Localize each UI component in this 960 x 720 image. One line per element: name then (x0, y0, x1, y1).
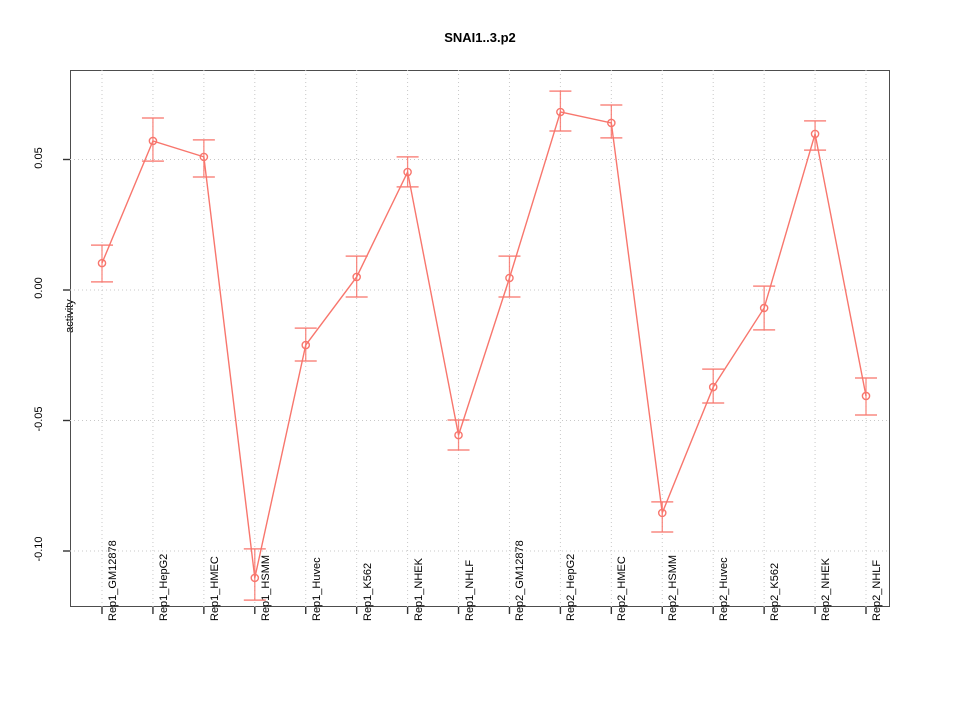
x-tick-label: Rep1_GM12878 (107, 540, 119, 621)
x-tick-label: Rep1_HMEC (208, 556, 221, 621)
y-tick-label: 0.00 (33, 277, 45, 299)
y-tick-label: -0.10 (33, 536, 45, 562)
x-tick-label: Rep2_K562 (769, 562, 782, 621)
x-tick-label: Rep1_NHLF (463, 559, 476, 621)
x-tick-label: Rep2_HMEC (616, 556, 629, 621)
x-tick-label: Rep2_NHLF (871, 559, 883, 621)
chart-title: SNAI1..3.p2 (444, 30, 516, 45)
x-tick-label: Rep1_K562 (361, 562, 374, 621)
x-tick-label: Rep1_Huvec (310, 557, 323, 621)
y-tick-label: 0.05 (33, 146, 45, 169)
y-tick-label: -0.05 (33, 405, 45, 432)
x-tick-label: Rep2_HepG2 (565, 553, 578, 621)
x-tick-label: Rep2_NHEK (820, 558, 833, 621)
x-tick-label: Rep1_HSMM (259, 554, 272, 621)
x-tick-label: Rep2_GM12878 (514, 540, 527, 621)
x-tick-label: Rep2_HSMM (667, 554, 680, 621)
plot-area (70, 70, 890, 607)
x-tick-label: Rep2_Huvec (718, 557, 731, 621)
x-tick-label: Rep1_NHEK (412, 558, 425, 621)
x-tick-label: Rep1_HepG2 (157, 553, 170, 621)
